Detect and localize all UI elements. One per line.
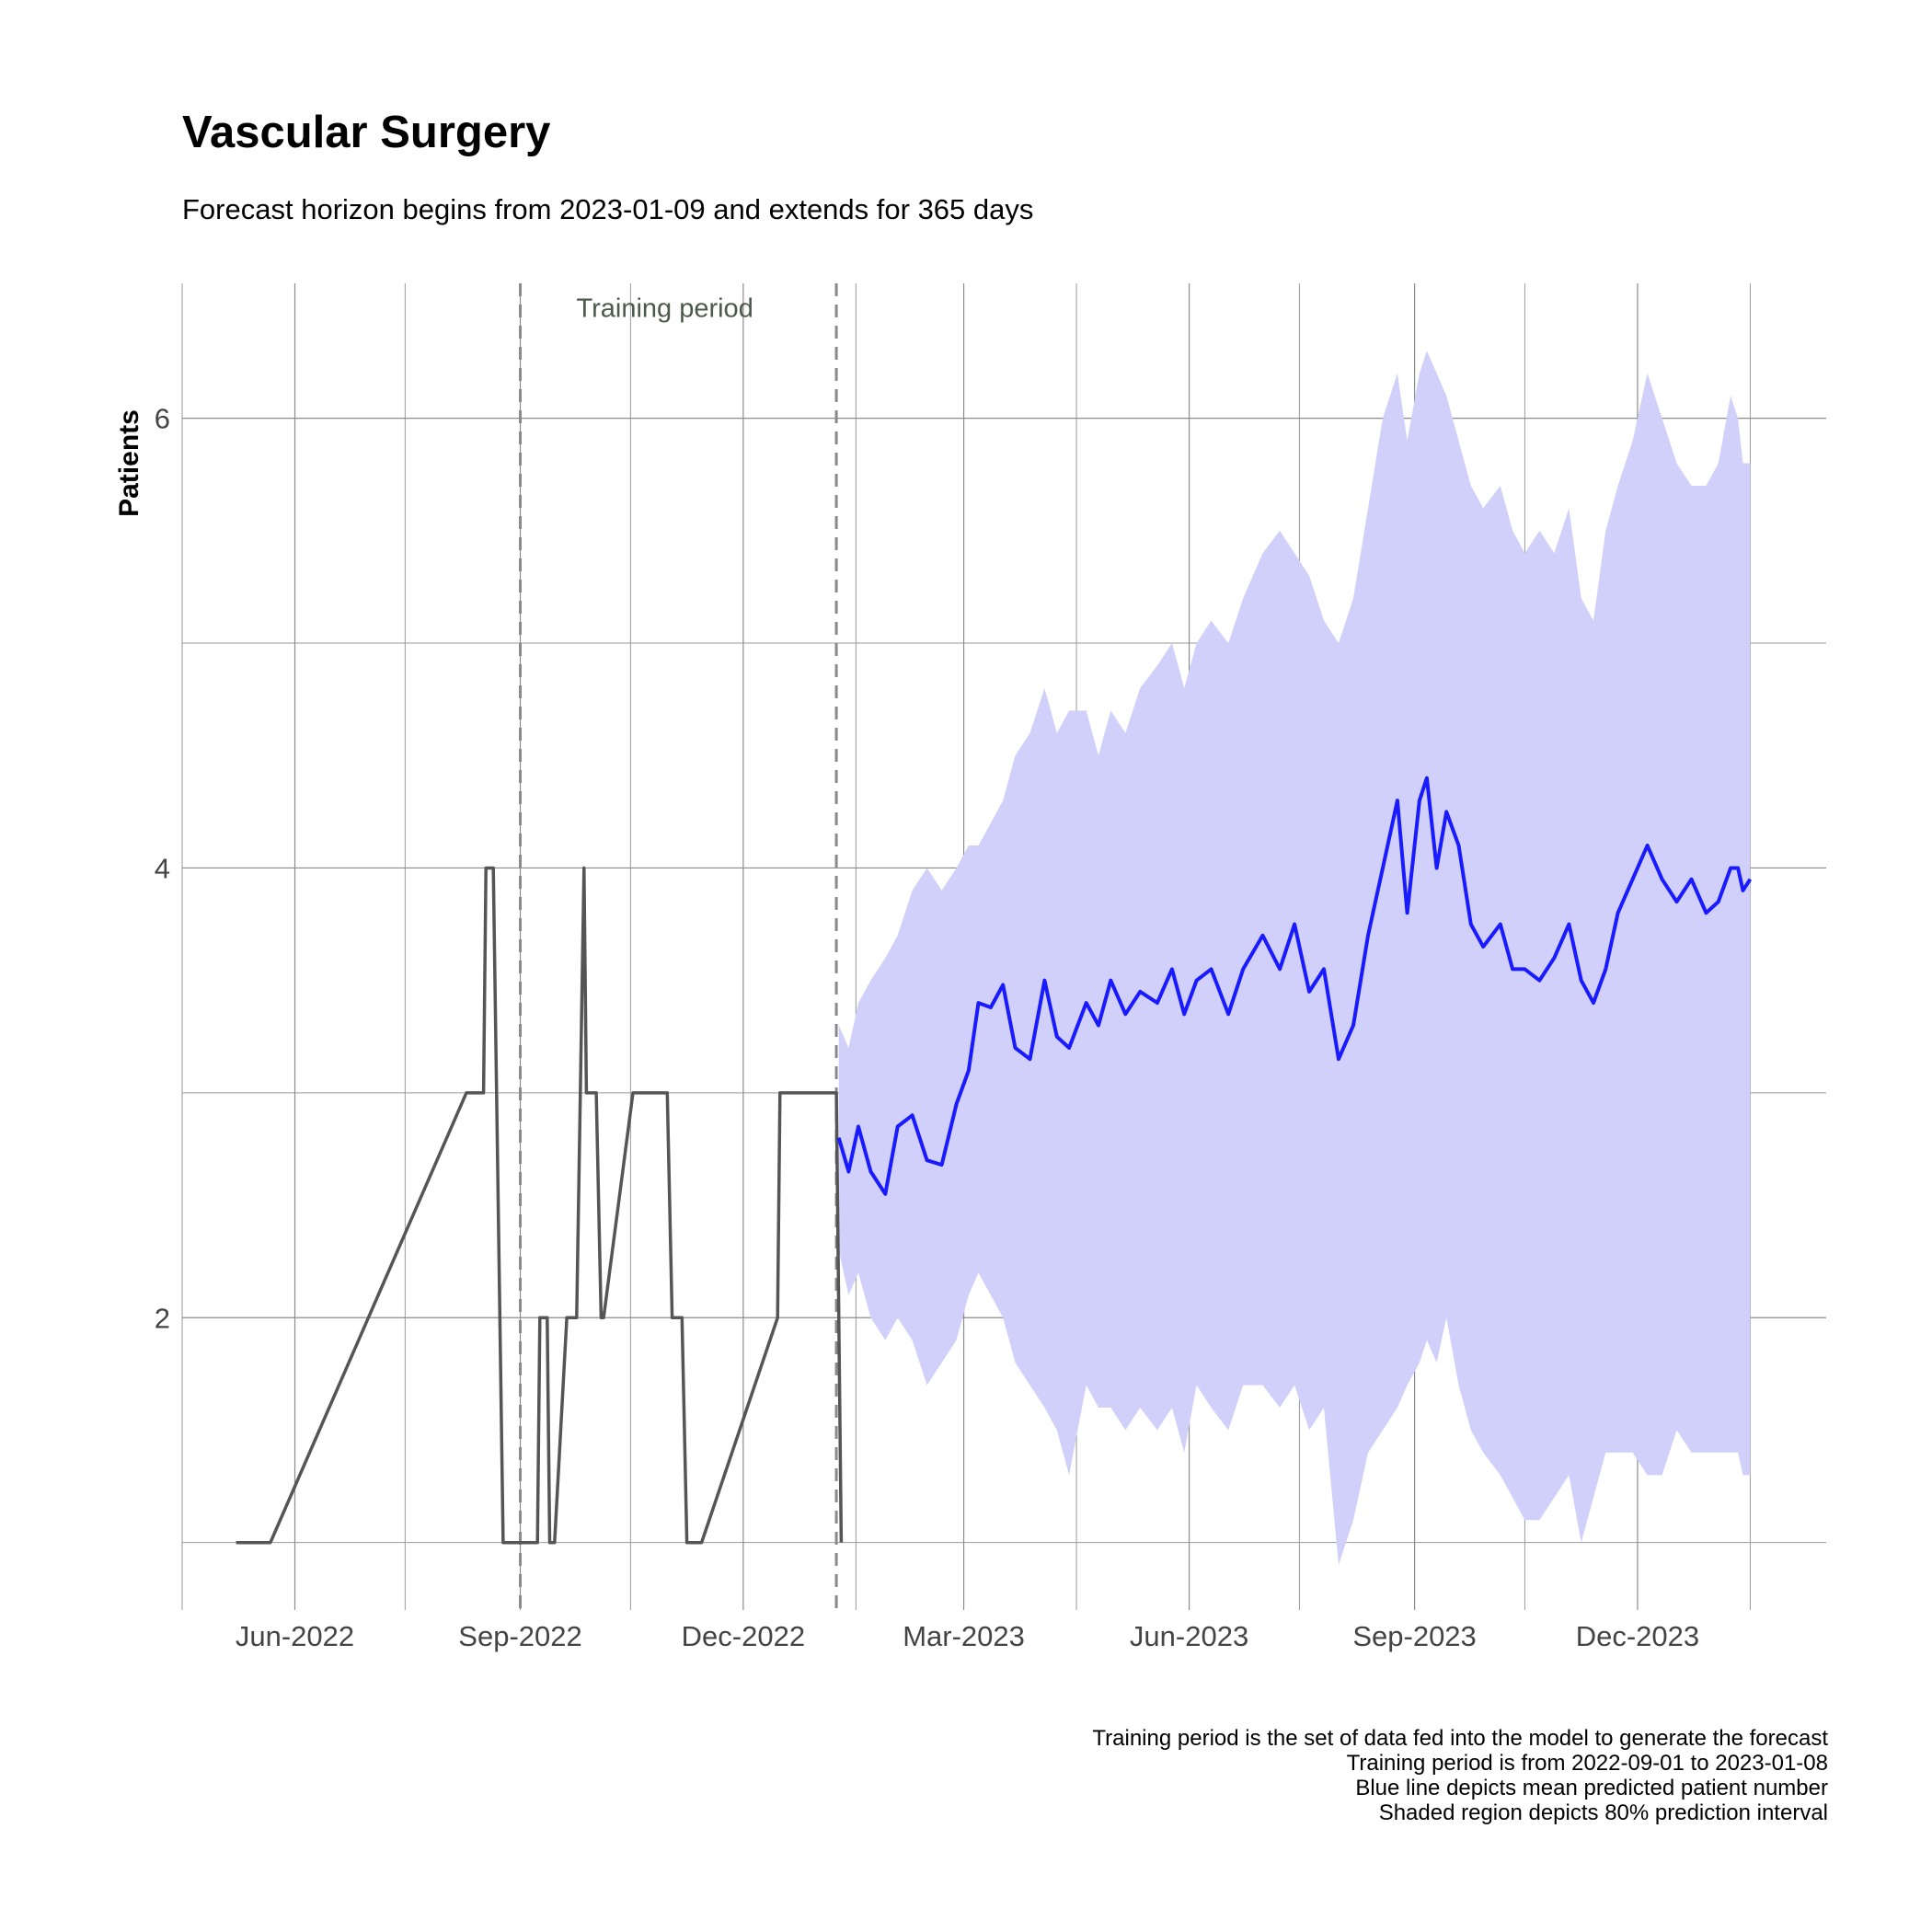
observed-series-layer xyxy=(236,866,844,1545)
forecast-series-layer xyxy=(836,776,1753,1196)
annotations: Training period xyxy=(576,293,753,323)
training-period-label: Training period xyxy=(576,293,753,323)
observed-series-line xyxy=(236,866,844,1545)
x-tick-label: Mar-2023 xyxy=(903,1620,1025,1652)
caption-line: Shaded region depicts 80% prediction int… xyxy=(1378,1800,1828,1825)
chart-title: Vascular Surgery xyxy=(182,108,551,157)
chart-subtitle: Forecast horizon begins from 2023-01-09 … xyxy=(182,193,1034,225)
x-tick-label: Dec-2022 xyxy=(682,1620,805,1652)
chart-caption: Training period is the set of data fed i… xyxy=(1092,1726,1828,1825)
forecast-mean-line xyxy=(836,776,1753,1196)
y-axis-label: Patients xyxy=(114,409,144,517)
prediction-interval-band xyxy=(838,351,1751,1566)
y-tick-label: 6 xyxy=(155,403,170,435)
training-period-markers xyxy=(519,283,838,1610)
caption-line: Training period is from 2022-09-01 to 20… xyxy=(1346,1751,1828,1776)
x-tick-label: Dec-2023 xyxy=(1576,1620,1699,1652)
y-tick-label: 2 xyxy=(155,1302,170,1334)
prediction-interval-layer xyxy=(838,351,1751,1566)
axes: Jun-2022 Sep-2022 Dec-2022 Mar-2023 Jun-2023… xyxy=(114,403,1699,1652)
caption-line: Blue line depicts mean predicted patient… xyxy=(1355,1776,1828,1800)
x-tick-label: Jun-2023 xyxy=(1130,1620,1248,1652)
x-tick-label: Jun-2022 xyxy=(236,1620,354,1652)
caption-line: Training period is the set of data fed i… xyxy=(1092,1726,1828,1751)
x-tick-label: Sep-2023 xyxy=(1352,1620,1476,1652)
x-tick-label: Sep-2022 xyxy=(458,1620,581,1652)
y-tick-label: 4 xyxy=(155,852,170,884)
